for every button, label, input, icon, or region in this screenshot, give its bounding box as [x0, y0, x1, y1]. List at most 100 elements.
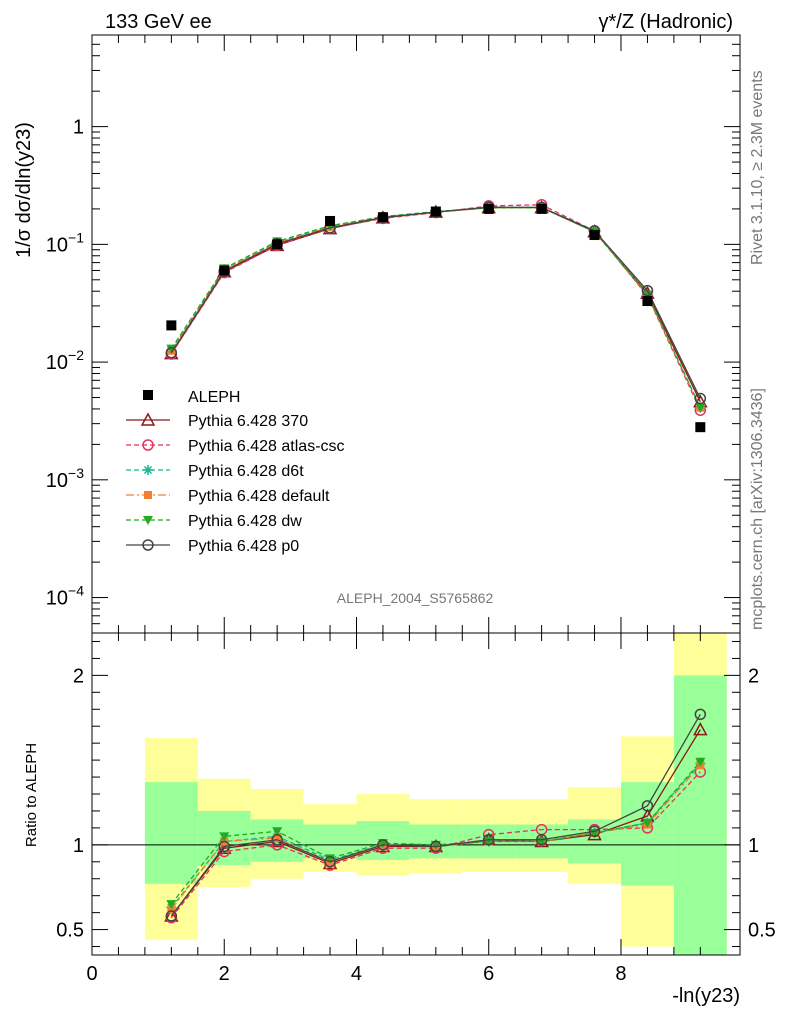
marker — [695, 403, 706, 413]
uncertainty-band-inner — [620, 782, 674, 886]
y-tick-label: 10−2 — [46, 347, 84, 374]
marker — [165, 347, 178, 359]
x-tick-label: 2 — [219, 963, 230, 985]
legend-label: Pythia 6.428 370 — [188, 413, 308, 430]
marker — [143, 465, 153, 475]
marker — [142, 439, 154, 451]
y-tick-label: 10−1 — [46, 229, 84, 256]
series-line — [170, 204, 701, 411]
series-0 — [164, 200, 708, 408]
y-tick-label: 1 — [73, 117, 84, 139]
ratio-y-axis-label: Ratio to ALEPH — [23, 743, 40, 847]
marker — [377, 839, 389, 851]
legend-label: ALEPH — [188, 389, 240, 406]
marker — [140, 412, 156, 426]
series-line — [170, 206, 701, 408]
x-tick-label: 0 — [86, 963, 97, 985]
y-axis-label: 1/σ dσ/dln(y23) — [13, 122, 35, 258]
energy-label: 133 GeV ee — [105, 11, 212, 33]
series-2 — [166, 202, 706, 413]
ratio-y-tick-label-right: 2 — [748, 665, 759, 687]
series-line — [170, 206, 701, 403]
marker — [218, 840, 230, 853]
ratio-y-tick-label: 0.5 — [56, 920, 84, 942]
ratio-line — [170, 714, 701, 917]
data-point — [642, 296, 653, 307]
marker — [482, 834, 495, 846]
uncertainty-band-inner — [673, 675, 727, 955]
y-tick-label: 10−4 — [46, 583, 84, 610]
legend-entry-4: Pythia 6.428 dw — [126, 513, 302, 530]
marker — [166, 344, 177, 354]
series-line — [170, 206, 701, 408]
series-line — [170, 206, 701, 408]
marker — [143, 516, 153, 525]
marker — [694, 708, 707, 721]
marker — [693, 722, 708, 736]
aleph-data — [166, 203, 706, 433]
data-point — [166, 320, 177, 331]
legend-label: Pythia 6.428 d6t — [188, 463, 304, 480]
marker — [535, 834, 548, 846]
marker — [142, 539, 154, 551]
legend-entry-3: Pythia 6.428 default — [126, 488, 330, 505]
x-tick-label: 8 — [615, 963, 626, 985]
marker — [641, 284, 654, 297]
series-3 — [167, 203, 705, 412]
data-point — [536, 203, 547, 214]
legend-marker — [143, 390, 153, 400]
legend-entry-0: Pythia 6.428 370 — [126, 412, 308, 430]
data-point — [695, 422, 706, 433]
marker — [642, 818, 653, 828]
marker — [324, 856, 336, 868]
marker — [219, 832, 230, 842]
legend-entry-2: Pythia 6.428 d6t — [126, 463, 304, 480]
data-point — [589, 230, 600, 241]
legend: ALEPH Pythia 6.428 370 Pythia 6.428 atlas-… — [126, 389, 345, 555]
legend-label: Pythia 6.428 p0 — [188, 538, 299, 555]
process-label: γ*/Z (Hadronic) — [599, 11, 733, 33]
ratio-series-5 — [165, 708, 707, 922]
legend-entry-1: Pythia 6.428 atlas-csc — [126, 438, 345, 455]
main-plot: 10−4 10−3 10−2 10−1 1 1/σ dσ/dln(y23) — [13, 34, 741, 634]
marker — [273, 834, 282, 843]
analysis-watermark: ALEPH_2004_S5765862 — [337, 590, 494, 606]
ratio-y-tick-label-right: 1 — [748, 835, 759, 857]
marker — [144, 491, 152, 499]
marker — [167, 905, 176, 914]
marker — [641, 800, 654, 812]
data-point — [272, 239, 283, 250]
ratio-y-tick-label: 1 — [73, 835, 84, 857]
marker — [271, 834, 283, 846]
ratio-y-tick-label-right: 0.5 — [748, 920, 776, 942]
legend-label: Pythia 6.428 atlas-csc — [188, 438, 345, 455]
marker — [430, 840, 442, 853]
data-point — [430, 206, 441, 217]
data-point — [325, 215, 336, 226]
series-5 — [165, 201, 707, 405]
legend-entry-data: ALEPH — [143, 389, 240, 406]
ratio-y-tick-label: 2 — [73, 665, 84, 687]
x-tick-label: 4 — [351, 963, 362, 985]
marker — [272, 827, 283, 837]
ratio-plot: 0.5 0.5 1 1 2 2 0 2 4 6 8 Ratio to ALEPH -ln(y23) — [23, 632, 776, 1007]
mcplots-label: mcplots.cern.ch [arXiv:1306.3436] — [749, 388, 766, 630]
marker — [588, 825, 601, 838]
legend-entry-5: Pythia 6.428 p0 — [126, 538, 299, 555]
legend-label: Pythia 6.428 dw — [188, 513, 302, 530]
series-1 — [165, 198, 707, 416]
marker — [165, 910, 178, 922]
x-axis-label: -ln(y23) — [672, 985, 740, 1007]
y-tick-label: 10−3 — [46, 465, 84, 492]
data-point — [219, 265, 230, 276]
x-tick-label: 6 — [483, 963, 494, 985]
marker — [166, 900, 177, 910]
legend-label: Pythia 6.428 default — [188, 488, 330, 505]
rivet-version-label: Rivet 3.1.10, ≥ 2.3M events — [749, 70, 766, 265]
marker — [694, 392, 707, 405]
series-line — [170, 206, 701, 399]
marker — [695, 757, 706, 767]
series-4 — [166, 203, 706, 413]
data-point — [377, 212, 388, 223]
